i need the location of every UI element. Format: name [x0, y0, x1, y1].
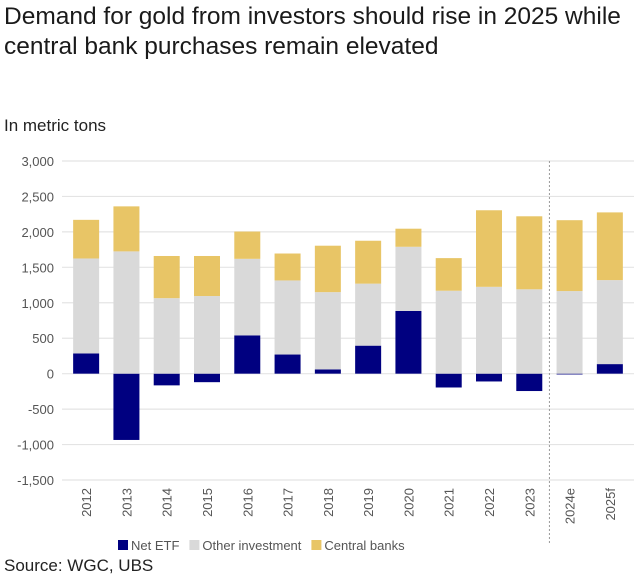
bar-other-investment — [113, 251, 140, 374]
bar-central-banks — [73, 219, 100, 259]
bar-central-banks — [194, 255, 220, 297]
bar-central-banks — [234, 231, 261, 259]
x-tick-label: 2017 — [281, 488, 296, 517]
y-tick-label: -1,000 — [17, 438, 54, 453]
chart-title: Demand for gold from investors should ri… — [4, 3, 621, 60]
x-tick-label: 2015 — [200, 488, 215, 517]
x-tick-label: 2020 — [401, 488, 416, 517]
y-tick-label: -500 — [28, 402, 54, 417]
x-tick-label: 2025f — [603, 488, 618, 521]
bar-central-banks — [395, 228, 422, 247]
x-tick-label: 2016 — [240, 488, 255, 517]
bar-other-investment — [73, 258, 100, 354]
bar-other-investment — [596, 280, 623, 365]
bar-net-etf — [476, 373, 502, 382]
bar-net-etf — [153, 373, 180, 386]
bar-other-investment — [234, 258, 261, 336]
y-tick-label: 3,000 — [21, 154, 54, 169]
bar-central-banks — [153, 255, 180, 299]
bar-other-investment — [395, 246, 422, 311]
y-tick-label: 0 — [47, 367, 54, 382]
x-tick-label: 2021 — [442, 488, 457, 517]
bar-central-banks — [596, 212, 623, 281]
bar-other-investment — [435, 290, 462, 374]
x-tick-label: 2019 — [361, 488, 376, 517]
bar-net-etf — [73, 353, 100, 374]
bar-net-etf — [355, 345, 382, 374]
source-note: Source: WGC, UBS — [4, 556, 154, 575]
legend-swatch — [189, 540, 200, 550]
bar-net-etf — [274, 354, 301, 374]
bar-net-etf — [435, 373, 462, 388]
bar-net-etf — [113, 373, 140, 440]
x-tick-label: 2012 — [79, 488, 94, 517]
y-tick-label: 2,500 — [21, 189, 54, 204]
bar-central-banks — [274, 253, 301, 281]
x-tick-label: 2014 — [160, 488, 175, 517]
chart-subtitle: In metric tons — [4, 116, 107, 135]
bar-net-etf — [234, 335, 261, 374]
bar-other-investment — [516, 289, 543, 374]
bar-net-etf — [556, 373, 583, 375]
bar-other-investment — [274, 280, 301, 355]
legend-swatch — [311, 540, 322, 550]
bar-net-etf — [516, 373, 543, 392]
bar-net-etf — [194, 373, 220, 383]
y-tick-label: 500 — [32, 331, 54, 346]
x-tick-label: 2018 — [321, 488, 336, 517]
x-tick-label: 2022 — [482, 488, 497, 517]
bar-other-investment — [153, 298, 180, 374]
bar-net-etf — [596, 364, 623, 374]
y-tick-label: 2,000 — [21, 225, 54, 240]
bar-other-investment — [476, 286, 502, 374]
bar-other-investment — [194, 296, 220, 374]
y-tick-label: 1,000 — [21, 296, 54, 311]
bar-central-banks — [113, 206, 140, 252]
legend-label: Other investment — [202, 538, 301, 553]
x-tick-label: 2024e — [563, 488, 578, 524]
bar-central-banks — [556, 220, 583, 292]
y-tick-label: 1,500 — [21, 260, 54, 275]
x-tick-label: 2013 — [119, 488, 134, 517]
bar-central-banks — [476, 210, 502, 287]
legend-swatch — [118, 540, 128, 550]
bar-net-etf — [314, 369, 341, 374]
bar-central-banks — [314, 245, 341, 293]
bar-other-investment — [556, 291, 583, 374]
bar-central-banks — [355, 240, 382, 284]
legend-label: Net ETF — [131, 538, 179, 553]
y-tick-label: -1,500 — [17, 473, 54, 488]
bar-other-investment — [314, 292, 341, 370]
bar-central-banks — [435, 258, 462, 291]
bar-central-banks — [516, 216, 543, 290]
bar-net-etf — [395, 310, 422, 374]
legend-label: Central banks — [324, 538, 405, 553]
bar-other-investment — [355, 283, 382, 346]
x-tick-label: 2023 — [522, 488, 537, 517]
